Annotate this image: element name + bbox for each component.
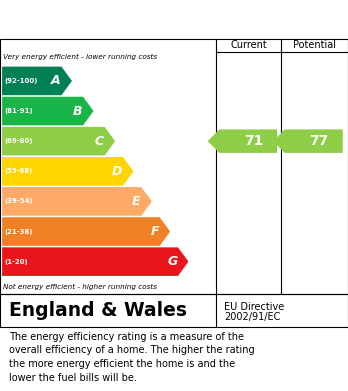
- Text: 2002/91/EC: 2002/91/EC: [224, 312, 281, 322]
- Polygon shape: [273, 129, 343, 153]
- Text: Energy Efficiency Rating: Energy Efficiency Rating: [9, 13, 230, 28]
- Text: C: C: [95, 135, 104, 148]
- Text: (55-68): (55-68): [5, 168, 33, 174]
- Polygon shape: [2, 157, 133, 186]
- Text: (21-38): (21-38): [5, 228, 33, 235]
- Text: England & Wales: England & Wales: [9, 301, 187, 320]
- Text: Very energy efficient - lower running costs: Very energy efficient - lower running co…: [3, 54, 157, 60]
- Polygon shape: [2, 66, 72, 95]
- Text: The energy efficiency rating is a measure of the
overall efficiency of a home. T: The energy efficiency rating is a measur…: [9, 332, 254, 382]
- Text: (92-100): (92-100): [5, 78, 38, 84]
- Text: (39-54): (39-54): [5, 198, 33, 204]
- Text: EU Directive: EU Directive: [224, 302, 285, 312]
- Polygon shape: [2, 127, 115, 156]
- Text: Potential: Potential: [293, 40, 336, 50]
- Text: Not energy efficient - higher running costs: Not energy efficient - higher running co…: [3, 284, 157, 290]
- Text: B: B: [73, 104, 82, 118]
- Text: (69-80): (69-80): [5, 138, 33, 144]
- Polygon shape: [2, 217, 170, 246]
- Text: 71: 71: [244, 134, 263, 148]
- Text: 77: 77: [309, 134, 329, 148]
- Polygon shape: [2, 97, 94, 126]
- Polygon shape: [2, 248, 189, 276]
- Text: F: F: [150, 225, 159, 238]
- Text: A: A: [51, 74, 61, 88]
- Text: G: G: [167, 255, 177, 268]
- Polygon shape: [2, 187, 152, 216]
- Text: (1-20): (1-20): [5, 258, 28, 265]
- Text: Current: Current: [230, 40, 267, 50]
- Polygon shape: [208, 129, 277, 153]
- Text: (81-91): (81-91): [5, 108, 33, 114]
- Text: D: D: [112, 165, 122, 178]
- Text: E: E: [132, 195, 141, 208]
